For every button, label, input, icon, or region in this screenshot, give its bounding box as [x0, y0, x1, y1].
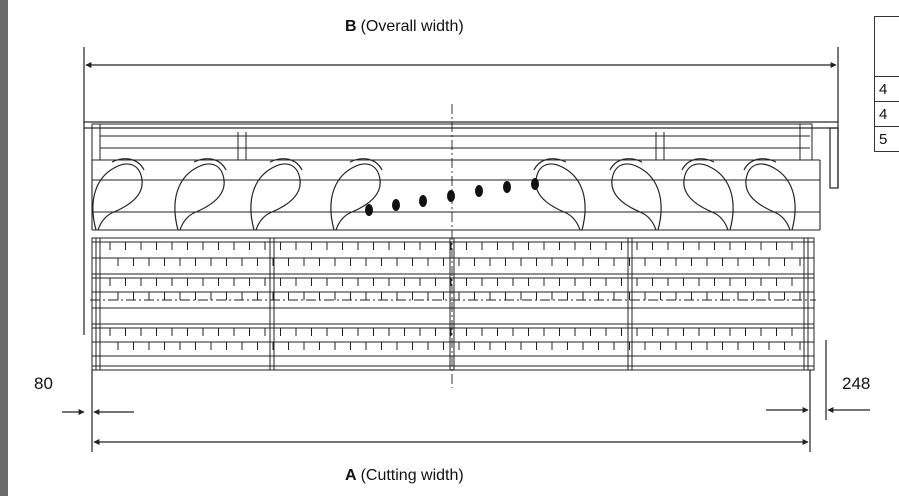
overall-width-text: (Overall width): [360, 18, 464, 35]
finger-dot: [419, 195, 427, 207]
auger-flight: [330, 163, 381, 231]
overall-width-label: B (Overall width): [345, 18, 464, 36]
cutting-width-letter: A: [345, 467, 357, 484]
auger-flight: [745, 163, 796, 231]
auger-flight-edge: [743, 158, 777, 171]
finger-dot: [447, 190, 455, 202]
spec-table-header: [874, 16, 899, 77]
finger-dot: [531, 178, 539, 190]
cutting-width-dimension: [62, 340, 870, 452]
auger-fingers: [365, 178, 539, 216]
spec-table-cell: 4: [874, 76, 899, 102]
auger-flight-edge: [349, 158, 383, 171]
finger-dot: [475, 185, 483, 197]
finger-dot: [365, 204, 373, 216]
overall-width-letter: B: [345, 18, 357, 35]
auger-flight-edge: [193, 158, 227, 171]
left-offset-value: 80: [34, 374, 53, 393]
auger-flight: [611, 163, 662, 231]
edge-strip: [0, 0, 8, 496]
top-beam: [83, 121, 839, 335]
auger-flight: [174, 163, 225, 231]
right-offset-value: 248: [842, 374, 871, 393]
cutter-bar: [91, 237, 815, 371]
center-lines: [90, 104, 816, 388]
spec-table: 4 4 5: [874, 16, 899, 152]
auger-flight: [535, 163, 586, 231]
spec-table-cell: 4: [874, 101, 899, 127]
auger-flight-edge: [609, 158, 643, 171]
auger-flight-edge: [681, 158, 715, 171]
finger-dot: [392, 199, 400, 211]
cutter-bar-teeth: [109, 242, 801, 350]
cutting-width-text: (Cutting width): [360, 467, 464, 484]
auger-flight: [683, 163, 734, 231]
auger-flight-edge: [111, 158, 145, 171]
spec-table-cell: 5: [874, 126, 899, 152]
cutting-width-label: A (Cutting width): [345, 467, 464, 485]
auger-flight-edge: [533, 158, 567, 171]
auger-flight: [250, 163, 301, 231]
finger-dot: [503, 181, 511, 193]
auger-flight: [92, 163, 143, 231]
overall-width-dimension: [83, 47, 839, 122]
auger-tube: [91, 159, 821, 231]
auger-flight-edge: [269, 158, 303, 171]
auger-flights: [92, 158, 796, 231]
